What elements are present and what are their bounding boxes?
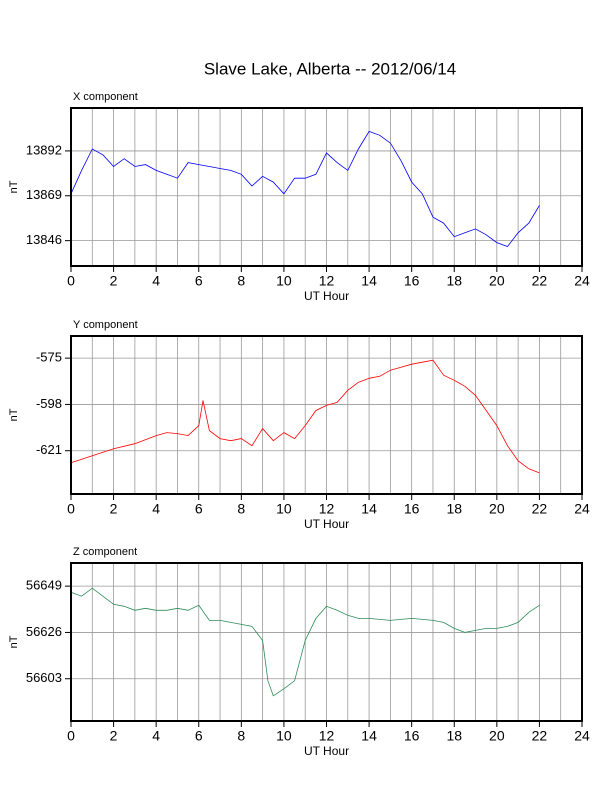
y-tick-label: 13869 (26, 187, 62, 202)
x-tick-label: 12 (319, 501, 335, 517)
x-tick-label: 2 (110, 728, 118, 744)
x-axis-label: UT Hour (304, 289, 349, 303)
plot-frame (70, 107, 583, 267)
x-tick-label: 0 (67, 501, 75, 517)
x-tick-label: 18 (446, 728, 462, 744)
x-tick-label: 20 (489, 728, 505, 744)
x-tick-label: 6 (195, 273, 203, 289)
x-tick-label: 6 (195, 501, 203, 517)
y-tick-label: -621 (36, 442, 62, 457)
x-tick-label: 2 (110, 501, 118, 517)
y-tick-label: 13846 (26, 232, 62, 247)
x-axis-label: UT Hour (304, 744, 349, 758)
x-tick-label: 4 (152, 501, 160, 517)
y-tick-label: 56649 (26, 578, 62, 593)
x-tick-label: 24 (574, 501, 590, 517)
x-tick-label: 16 (404, 273, 420, 289)
x-tick-label: 4 (152, 728, 160, 744)
x-tick-label: 22 (532, 501, 548, 517)
x-tick-label: 24 (574, 728, 590, 744)
x-tick-label: 12 (319, 273, 335, 289)
x-tick-label: 10 (276, 273, 292, 289)
panel-title: X component (73, 91, 138, 103)
x-tick-label: 18 (446, 273, 462, 289)
x-tick-label: 16 (404, 501, 420, 517)
x-tick-label: 8 (237, 501, 245, 517)
y-axis-label: nT (8, 635, 20, 648)
x-tick-label: 20 (489, 501, 505, 517)
y-tick-label: 13892 (26, 142, 62, 157)
data-line (70, 359, 540, 474)
x-tick-label: 0 (67, 273, 75, 289)
x-tick-label: 2 (110, 273, 118, 289)
x-tick-label: 14 (361, 501, 377, 517)
y-axis-label: nT (8, 180, 20, 193)
page-title: Slave Lake, Alberta -- 2012/06/14 (204, 59, 456, 78)
y-tick-label: -598 (36, 396, 62, 411)
data-line (70, 130, 540, 247)
x-tick-label: 22 (532, 273, 548, 289)
x-tick-label: 8 (237, 273, 245, 289)
panel-title: Y component (73, 319, 138, 331)
x-tick-label: 22 (532, 728, 548, 744)
x-tick-label: 10 (276, 501, 292, 517)
plot-frame (70, 335, 583, 495)
x-tick-label: 18 (446, 501, 462, 517)
x-tick-label: 0 (67, 728, 75, 744)
data-line (70, 587, 540, 697)
x-tick-label: 4 (152, 273, 160, 289)
x-tick-label: 10 (276, 728, 292, 744)
y-axis-label: nT (8, 408, 20, 421)
x-tick-label: 8 (237, 728, 245, 744)
x-tick-label: 12 (319, 728, 335, 744)
x-tick-label: 6 (195, 728, 203, 744)
x-tick-label: 14 (361, 273, 377, 289)
x-axis-label: UT Hour (304, 517, 349, 531)
x-tick-label: 14 (361, 728, 377, 744)
plot-frame (70, 562, 583, 722)
y-tick-label: 56603 (26, 670, 62, 685)
panel-title: Z component (73, 546, 137, 558)
y-tick-label: 56626 (26, 624, 62, 639)
x-tick-label: 24 (574, 273, 590, 289)
y-tick-label: -575 (36, 350, 62, 365)
x-tick-label: 16 (404, 728, 420, 744)
x-tick-label: 20 (489, 273, 505, 289)
